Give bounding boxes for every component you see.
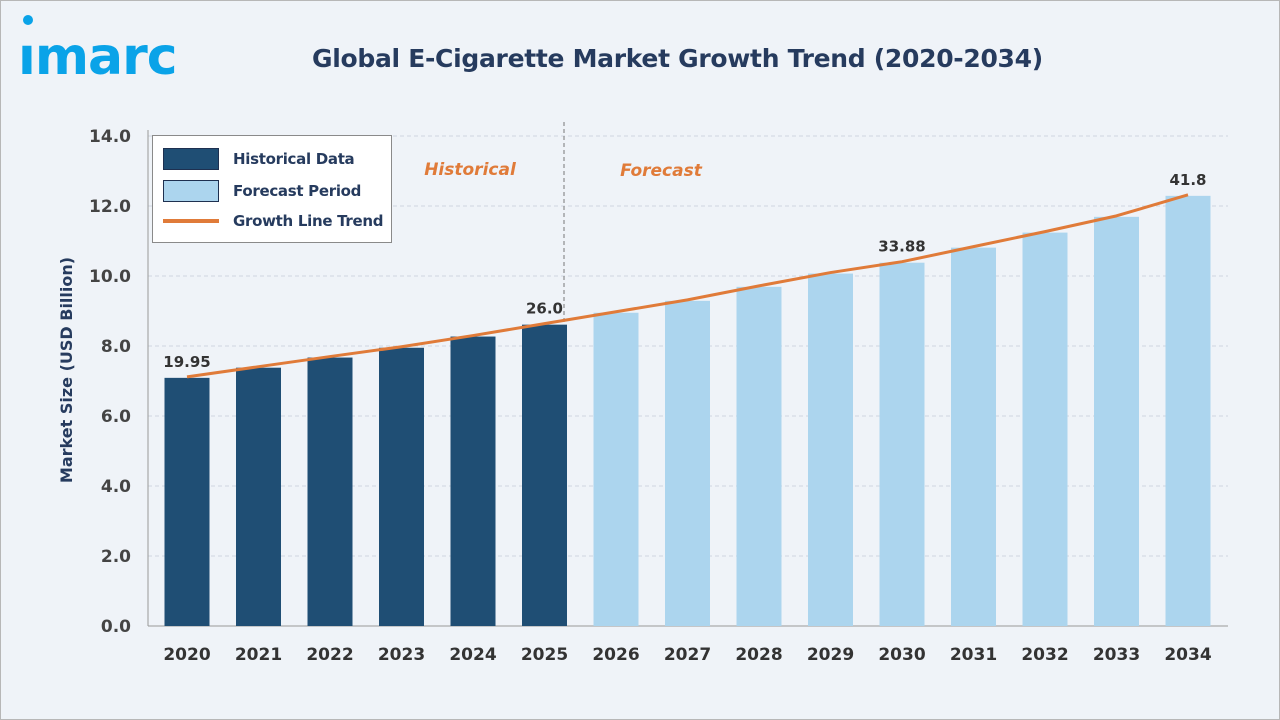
x-tick-label: 2023 xyxy=(378,645,425,665)
y-tick-label: 2.0 xyxy=(101,547,131,567)
bar-2022 xyxy=(307,357,353,626)
legend-item-forecast: Forecast Period xyxy=(163,180,361,202)
legend-label: Historical Data xyxy=(233,150,355,168)
bar-2033 xyxy=(1094,216,1139,626)
x-tick-label: 2022 xyxy=(306,645,353,665)
x-tick-label: 2029 xyxy=(807,645,854,665)
bar-2024 xyxy=(450,336,496,626)
bar-2023 xyxy=(379,347,424,626)
legend-swatch-forecast xyxy=(163,180,219,202)
y-tick-label: 14.0 xyxy=(89,127,131,147)
x-tick-label: 2028 xyxy=(735,645,782,665)
bar-2026 xyxy=(593,312,639,626)
y-tick-label: 10.0 xyxy=(89,267,131,287)
forecast-annotation: Forecast xyxy=(620,161,703,181)
y-tick-label: 6.0 xyxy=(101,407,131,427)
imarc-logo: ımarc xyxy=(18,15,178,82)
bar-2031 xyxy=(951,247,996,626)
chart-title: Global E-Cigarette Market Growth Trend (… xyxy=(312,44,1043,73)
data-label-2025: 26.0 xyxy=(526,300,563,318)
x-tick-label: 2024 xyxy=(449,645,496,665)
y-axis-title: Market Size (USD Billion) xyxy=(57,257,76,483)
x-tick-label: 2025 xyxy=(521,645,568,665)
y-tick-label: 4.0 xyxy=(101,477,131,497)
data-label-2034: 41.8 xyxy=(1169,171,1206,189)
data-label-2030: 33.88 xyxy=(878,238,925,256)
legend-item-historical: Historical Data xyxy=(163,148,355,170)
legend: Historical Data Forecast Period Growth L… xyxy=(152,135,392,243)
bar-2030 xyxy=(879,262,925,626)
bar-2032 xyxy=(1022,232,1068,626)
bar-2025 xyxy=(522,324,567,626)
x-tick-label: 2032 xyxy=(1021,645,1068,665)
growth-trend-line xyxy=(186,193,1189,379)
x-tick-label: 2031 xyxy=(950,645,997,665)
bar-2034 xyxy=(1165,195,1211,626)
legend-swatch-trend xyxy=(163,219,219,223)
legend-swatch-historical xyxy=(163,148,219,170)
y-tick-label: 0.0 xyxy=(101,617,131,637)
legend-item-trend: Growth Line Trend xyxy=(163,212,384,230)
x-tick-label: 2026 xyxy=(592,645,639,665)
x-tick-label: 2020 xyxy=(163,645,210,665)
data-label-2020: 19.95 xyxy=(163,353,210,371)
legend-label: Growth Line Trend xyxy=(233,212,384,230)
bar-2020 xyxy=(164,377,210,626)
y-tick-label: 12.0 xyxy=(89,197,131,217)
y-tick-label: 8.0 xyxy=(101,337,131,357)
x-tick-label: 2021 xyxy=(235,645,282,665)
bar-2028 xyxy=(736,286,782,626)
historical-annotation: Historical xyxy=(424,160,517,180)
bar-2029 xyxy=(808,273,853,626)
x-tick-label: 2033 xyxy=(1093,645,1140,665)
svg-text:ımarc: ımarc xyxy=(18,27,177,82)
bar-2027 xyxy=(665,300,710,626)
legend-label: Forecast Period xyxy=(233,182,362,200)
x-tick-label: 2027 xyxy=(664,645,711,665)
x-tick-label: 2030 xyxy=(878,645,925,665)
x-tick-label: 2034 xyxy=(1164,645,1211,665)
bar-2021 xyxy=(236,367,281,626)
